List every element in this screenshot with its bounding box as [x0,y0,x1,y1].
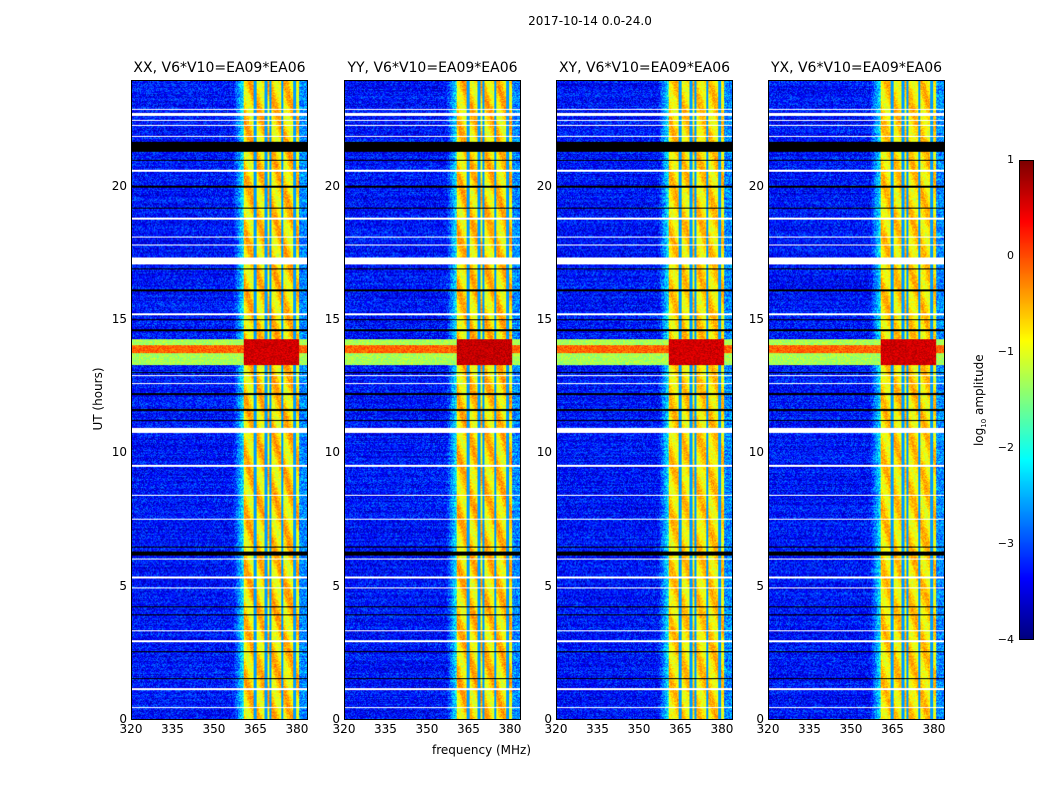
y-tick-label: 0 [332,712,340,726]
y-tick-label: 0 [119,712,127,726]
panel-title: XX, V6*V10=EA09*EA06 [133,60,306,76]
x-tick-label: 350 [627,722,651,736]
x-tick-label: 335 [161,722,184,736]
waterfall-heatmap [556,80,733,720]
x-tick-label: 365 [881,722,904,736]
colorbar [1019,160,1034,640]
waterfall-heatmap [131,80,308,720]
colorbar-tick-label: 0 [1007,249,1014,262]
y-tick-label: 15 [324,312,340,326]
figure-title: 2017-10-14 0.0-24.0 [528,14,652,28]
colorbar-label-rest: amplitude [971,354,986,419]
colorbar-label-log: log [971,427,986,447]
panel-title: YY, V6*V10=EA09*EA06 [347,60,518,76]
y-tick-label: 5 [544,578,552,593]
x-tick-label: 320 [756,722,780,736]
colorbar-label: log10 amplitude [972,345,988,455]
y-axis-label: UT (hours) [91,367,105,431]
x-tick-label: 380 [498,722,522,736]
x-tick-label: 320 [544,722,568,736]
y-tick-label: 20 [748,178,764,193]
y-tick-label: 0 [756,712,764,726]
y-tick-label: 20 [111,178,127,193]
colorbar-tick-label: −2 [997,441,1014,454]
y-tick-label: 15 [748,312,764,326]
y-tick-label: 10 [324,445,340,460]
x-tick-label: 380 [285,722,309,736]
x-tick-label: 380 [922,722,946,736]
y-tick-label: 5 [119,578,127,593]
panel-title: YX, V6*V10=EA09*EA06 [770,60,943,76]
x-tick-label: 335 [798,722,821,736]
colorbar-tick-label: −3 [997,537,1014,550]
colorbar-tick-label: −1 [997,345,1014,358]
colorbar-tick-label: −4 [997,633,1014,646]
x-tick-label: 365 [244,722,267,736]
y-tick-label: 15 [536,312,552,326]
waterfall-heatmap [768,80,945,720]
y-tick-label: 10 [111,445,127,460]
x-tick-label: 350 [839,722,863,736]
y-tick-label: 0 [544,712,552,726]
panel-title: XY, V6*V10=EA09*EA06 [558,60,731,76]
x-tick-label: 335 [586,722,609,736]
colorbar-tick-label: 1 [1007,153,1014,166]
y-tick-label: 15 [111,312,127,326]
colorbar-label-sub: 10 [980,418,989,428]
x-tick-label: 350 [202,722,226,736]
y-tick-label: 20 [324,178,340,193]
y-tick-label: 10 [536,445,552,460]
x-tick-label: 380 [710,722,734,736]
y-tick-label: 10 [748,445,764,460]
y-tick-label: 5 [332,578,340,593]
y-tick-label: 20 [536,178,552,193]
x-tick-label: 350 [415,722,439,736]
x-tick-label: 320 [332,722,356,736]
x-tick-label: 365 [669,722,692,736]
x-axis-label: frequency (MHz) [432,743,532,757]
x-tick-label: 365 [457,722,480,736]
x-tick-label: 320 [119,722,143,736]
y-tick-label: 5 [756,578,764,593]
x-tick-label: 335 [374,722,397,736]
waterfall-heatmap [344,80,521,720]
